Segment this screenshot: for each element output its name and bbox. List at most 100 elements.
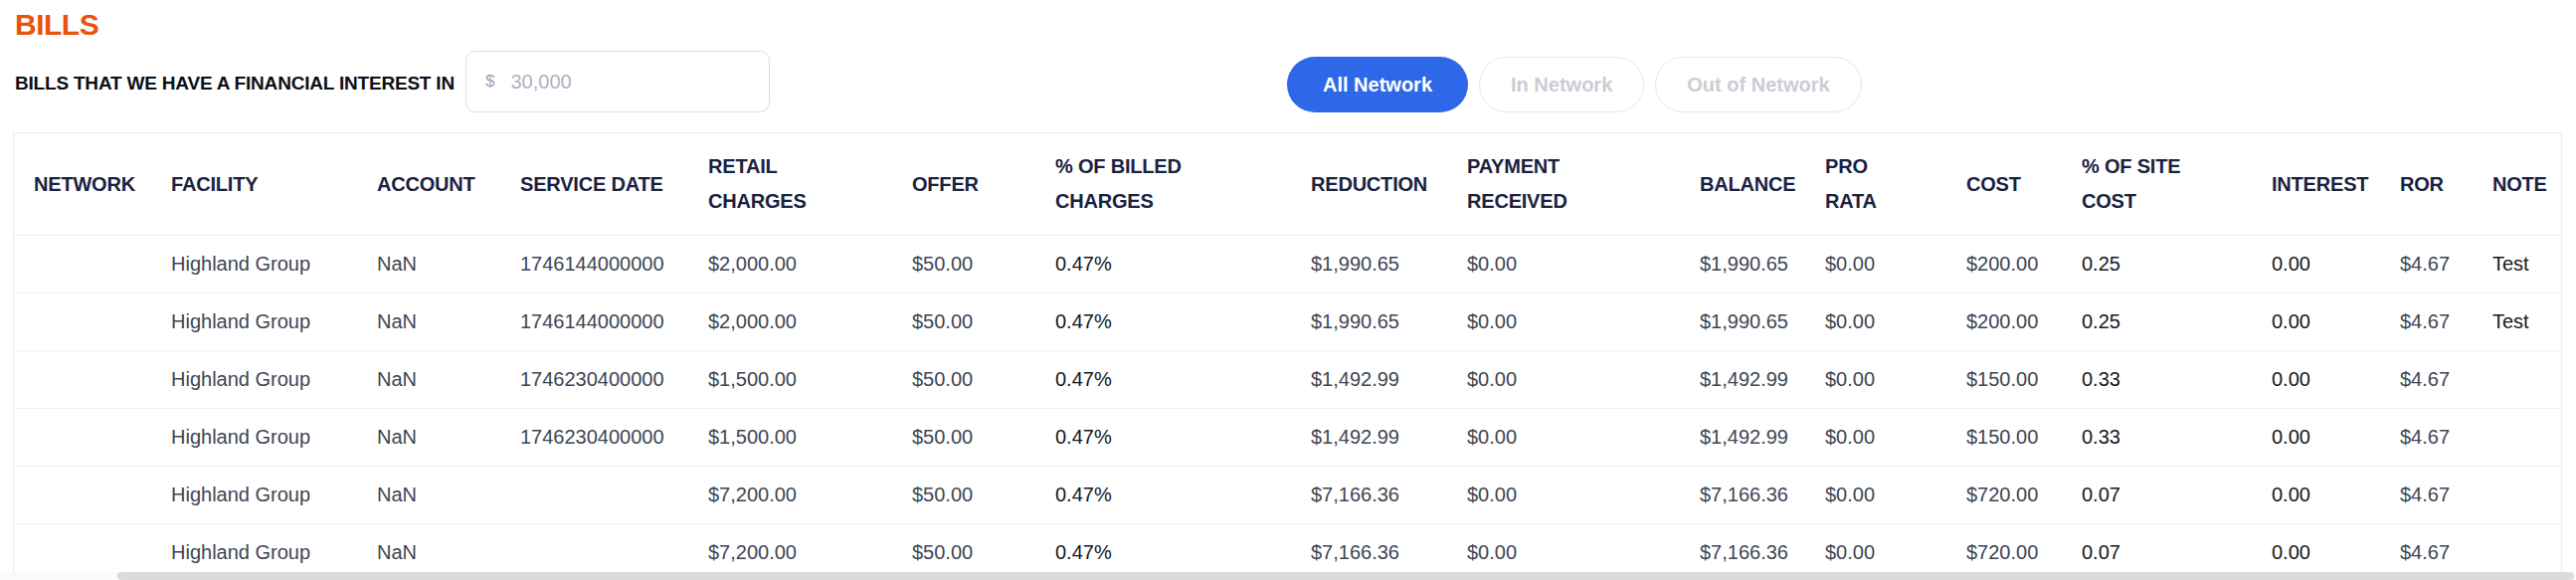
col-header-label: OFFER [912,173,979,195]
cell-note: Test [2473,236,2563,293]
col-header-balance: BALANCE [1680,133,1805,236]
col-header-note: NOTE [2473,133,2563,236]
cell-pct_billed: 0.47% [1035,293,1291,351]
col-header-label: % OF BILLED CHARGES [1055,149,1204,219]
cell-balance: $1,492.99 [1680,351,1805,409]
table-row[interactable]: Highland GroupNaN1746230400000$1,500.00$… [14,351,2563,409]
table-row[interactable]: Highland GroupNaN1746144000000$2,000.00$… [14,293,2563,351]
cell-pct_site_cost: 0.33 [2062,409,2252,467]
cell-network [14,293,151,351]
cell-account: NaN [357,293,500,351]
cell-service_date: 1746144000000 [500,236,688,293]
cell-account: NaN [357,236,500,293]
col-header-label: FACILITY [171,173,258,195]
col-header-label: PAYMENT RECEIVED [1467,149,1591,219]
cell-note [2473,409,2563,467]
cell-interest: 0.00 [2252,467,2380,524]
cell-offer: $50.00 [892,467,1035,524]
cell-account: NaN [357,467,500,524]
cell-payment_received: $0.00 [1447,236,1680,293]
col-header-label: ACCOUNT [377,173,475,195]
cell-pct_site_cost: 0.25 [2062,236,2252,293]
cell-ror: $4.67 [2380,409,2473,467]
col-header-label: RETAIL CHARGES [708,149,828,219]
cell-facility: Highland Group [151,351,357,409]
cell-payment_received: $0.00 [1447,351,1680,409]
cell-pct_site_cost: 0.25 [2062,293,2252,351]
cell-note [2473,467,2563,524]
col-header-network: NETWORK [14,133,151,236]
cell-pct_billed: 0.47% [1035,236,1291,293]
cell-balance: $1,990.65 [1680,236,1805,293]
cell-cost: $720.00 [1946,467,2062,524]
tab-out-of-network[interactable]: Out of Network [1655,57,1861,112]
col-header-account: ACCOUNT [357,133,500,236]
col-header-label: NOTE [2492,173,2547,195]
col-header-label: PRO RATA [1825,149,1885,219]
cell-account: NaN [357,351,500,409]
cell-reduction: $1,990.65 [1291,293,1447,351]
cell-reduction: $7,166.36 [1291,467,1447,524]
cell-interest: 0.00 [2252,351,2380,409]
cell-facility: Highland Group [151,409,357,467]
cell-service_date [500,467,688,524]
cell-pro_rata: $0.00 [1805,351,1946,409]
cell-payment_received: $0.00 [1447,409,1680,467]
col-header-label: COST [1966,173,2021,195]
cell-pct_billed: 0.47% [1035,467,1291,524]
col-header-label: INTEREST [2272,173,2368,195]
col-header-label: BALANCE [1700,173,1795,195]
cell-pct_billed: 0.47% [1035,409,1291,467]
cell-reduction: $1,492.99 [1291,351,1447,409]
cell-note [2473,351,2563,409]
cell-cost: $150.00 [1946,409,2062,467]
amount-filter-field[interactable]: $ [465,51,770,112]
cell-reduction: $1,990.65 [1291,236,1447,293]
cell-offer: $50.00 [892,293,1035,351]
cell-retail_charges: $1,500.00 [688,351,892,409]
bills-table: NETWORK FACILITY ACCOUNT SERVICE DATE RETAIL… [13,132,2562,580]
cell-network [14,467,151,524]
cell-account: NaN [357,409,500,467]
col-header-service_date: SERVICE DATE [500,133,688,236]
cell-service_date: 1746230400000 [500,409,688,467]
amount-input[interactable] [508,70,731,95]
table-row[interactable]: Highland GroupNaN1746230400000$1,500.00$… [14,409,2563,467]
table-row[interactable]: Highland GroupNaN1746144000000$2,000.00$… [14,236,2563,293]
cell-offer: $50.00 [892,351,1035,409]
cell-offer: $50.00 [892,236,1035,293]
dollar-sign-icon: $ [485,72,494,92]
table-row[interactable]: Highland GroupNaN$7,200.00$50.000.47%$7,… [14,467,2563,524]
cell-ror: $4.67 [2380,467,2473,524]
col-header-pct_site_cost: % OF SITE COST [2062,133,2252,236]
cell-offer: $50.00 [892,409,1035,467]
col-header-label: % OF SITE COST [2082,149,2201,219]
page-subtitle: BILLS THAT WE HAVE A FINANCIAL INTEREST … [15,73,455,95]
cell-balance: $7,166.36 [1680,467,1805,524]
col-header-label: REDUCTION [1311,173,1427,195]
col-header-retail_charges: RETAIL CHARGES [688,133,892,236]
cell-ror: $4.67 [2380,236,2473,293]
horizontal-scrollbar-track[interactable] [0,572,2576,580]
table-header-row: NETWORK FACILITY ACCOUNT SERVICE DATE RETAIL… [14,133,2563,236]
col-header-offer: OFFER [892,133,1035,236]
tab-all-network[interactable]: All Network [1287,57,1468,112]
cell-service_date: 1746230400000 [500,351,688,409]
col-header-interest: INTEREST [2252,133,2380,236]
cell-network [14,409,151,467]
cell-pro_rata: $0.00 [1805,236,1946,293]
cell-pro_rata: $0.00 [1805,467,1946,524]
col-header-facility: FACILITY [151,133,357,236]
cell-network [14,236,151,293]
tab-in-network[interactable]: In Network [1479,57,1644,112]
cell-balance: $1,990.65 [1680,293,1805,351]
cell-payment_received: $0.00 [1447,467,1680,524]
cell-interest: 0.00 [2252,236,2380,293]
cell-retail_charges: $2,000.00 [688,293,892,351]
cell-ror: $4.67 [2380,351,2473,409]
cell-facility: Highland Group [151,293,357,351]
cell-retail_charges: $1,500.00 [688,409,892,467]
cell-network [14,351,151,409]
col-header-ror: ROR [2380,133,2473,236]
horizontal-scrollbar-thumb[interactable] [117,572,2574,580]
